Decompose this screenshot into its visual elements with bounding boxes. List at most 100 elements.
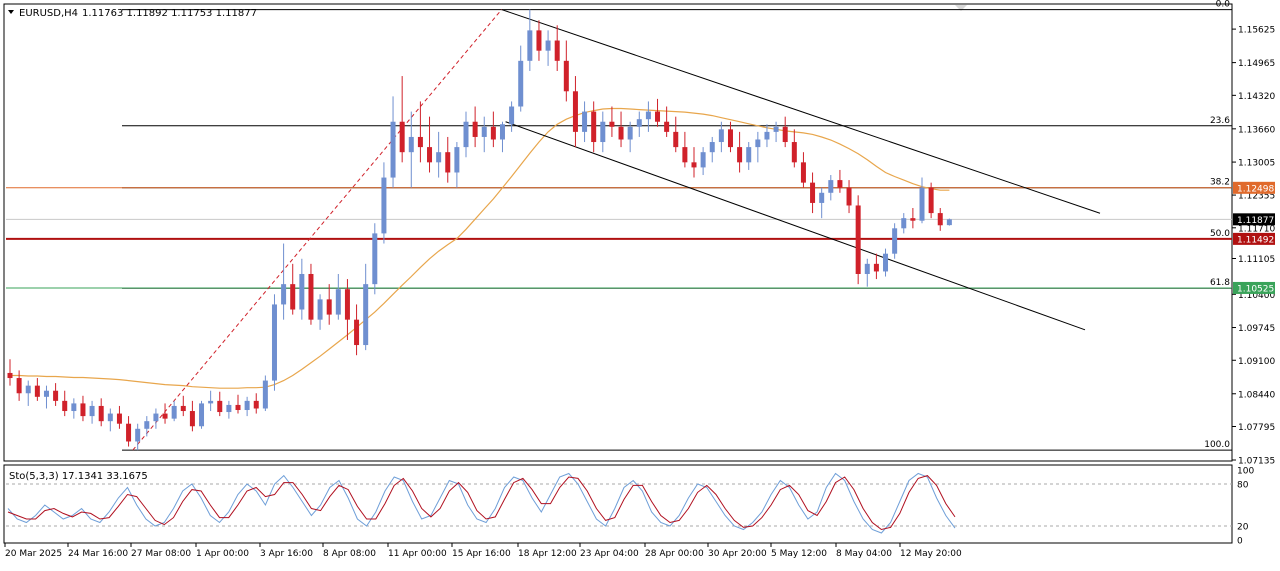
candle-body: [946, 219, 952, 226]
candle-body: [490, 126, 496, 140]
candle-body: [846, 187, 852, 206]
candle-body: [135, 428, 141, 442]
candle-body: [326, 299, 332, 315]
candle-body: [746, 147, 752, 163]
lower-trend-line: [505, 121, 1086, 331]
candle-body: [773, 126, 779, 132]
candle-body: [317, 299, 323, 320]
fib-level-label: 61.8: [1210, 278, 1230, 288]
candle-body: [171, 405, 177, 419]
price-tag-value: 1.11492: [1237, 235, 1274, 245]
candle-body: [509, 106, 515, 125]
stochastic-tick-label: 20: [1237, 523, 1249, 533]
candle-body: [445, 152, 451, 173]
candle-body: [417, 136, 423, 148]
candle-body: [673, 131, 679, 148]
candle-body: [819, 192, 825, 203]
candle-body: [472, 121, 478, 137]
candle-body: [98, 405, 104, 422]
fib-level-label: 0.0: [1216, 0, 1231, 10]
fib-level-label: 38.2: [1210, 178, 1230, 188]
price-tick-label: 1.09100: [1238, 357, 1275, 367]
candle-body: [381, 177, 387, 234]
price-tag-background: [1233, 181, 1275, 194]
candle-body: [408, 136, 414, 153]
candle-body: [664, 121, 670, 132]
candle-body: [883, 253, 889, 272]
time-tick-label: 28 Apr 00:00: [645, 549, 704, 559]
stochastic-frame: [3, 464, 1233, 544]
candle-body: [226, 404, 232, 413]
time-tick-label: 11 Apr 00:00: [388, 549, 447, 559]
time-tick-label: 15 Apr 16:00: [452, 549, 511, 559]
time-tick-label: 20 Mar 2025: [5, 549, 62, 559]
candle-body: [244, 400, 250, 411]
stochastic-oscillator: [6, 472, 1232, 534]
candle-body: [627, 126, 633, 140]
time-tick-label: 18 Apr 12:00: [518, 549, 577, 559]
candle-body: [262, 380, 268, 409]
candle-body: [609, 121, 615, 127]
candle-body: [427, 147, 433, 163]
candle-body: [144, 421, 150, 429]
price-tag-value: 1.12498: [1237, 184, 1274, 194]
stochastic-label: Sto(5,3,3) 17.1341 33.1675: [9, 471, 148, 482]
chart-shift-marker-icon[interactable]: [955, 5, 967, 11]
candle-body: [390, 121, 396, 178]
candle-body: [71, 403, 77, 412]
stochastic-axis: 100 80 20 0: [1237, 467, 1254, 547]
candle-body: [16, 378, 22, 394]
candle-body: [454, 147, 460, 173]
candle-body: [53, 390, 59, 401]
upper-trend-line: [501, 9, 1101, 214]
price-tick-label: 1.11710: [1238, 224, 1275, 234]
stochastic-main-line: [7, 472, 956, 534]
candle-body: [764, 131, 770, 140]
symbol-dropdown-icon[interactable]: [8, 10, 14, 14]
price-tick-label: 1.13005: [1238, 159, 1275, 169]
time-tick-label: 3 Apr 16:00: [260, 549, 313, 559]
candle-body: [572, 91, 578, 132]
candle-body: [89, 405, 95, 417]
price-axis: 1.15625 1.14965 1.14320 1.13660 1.13005 1.123…: [1232, 26, 1275, 467]
symbol-label: EURUSD,H4: [19, 8, 78, 19]
candle-body: [810, 182, 816, 203]
candle-body: [782, 126, 788, 143]
candle-body: [791, 142, 797, 163]
candle-body: [189, 411, 195, 427]
candle-body: [691, 162, 697, 168]
candle-body: [636, 119, 642, 127]
candle-body: [873, 263, 879, 272]
candle-body: [700, 152, 706, 168]
candle-body: [281, 284, 287, 305]
price-tags: 1.12498 1.11877 1.11492 1.10525: [1233, 181, 1275, 294]
stochastic-signal-line: [7, 475, 956, 531]
candle-body: [308, 273, 314, 320]
candle-body: [800, 162, 806, 183]
candle-body: [463, 121, 469, 148]
candle-body: [545, 40, 551, 51]
price-tick-label: 1.13660: [1238, 125, 1275, 135]
candle-body: [25, 385, 31, 394]
candle-body: [153, 413, 159, 422]
candle-body: [199, 403, 205, 427]
price-tag-background: [1233, 281, 1275, 294]
fib-diagonal-line: [132, 9, 502, 451]
time-tick-label: 1 Apr 00:00: [196, 549, 249, 559]
time-tick-label: 8 May 04:00: [836, 549, 892, 559]
candle-body: [499, 124, 505, 140]
price-tick-label: 1.07795: [1238, 423, 1275, 433]
candle-body: [107, 413, 113, 422]
candle-body: [354, 319, 360, 346]
candle-body: [80, 403, 86, 417]
price-tick-label: 1.14965: [1238, 59, 1275, 69]
time-tick-label: 30 Apr 20:00: [708, 549, 767, 559]
candle-body: [253, 400, 259, 409]
candle-body: [582, 111, 588, 132]
candle-body: [481, 126, 487, 137]
candle-body: [600, 121, 606, 143]
candle-body: [828, 180, 834, 193]
price-tick-label: 1.12355: [1238, 192, 1275, 202]
fib-level-label: 50.0: [1210, 229, 1230, 239]
